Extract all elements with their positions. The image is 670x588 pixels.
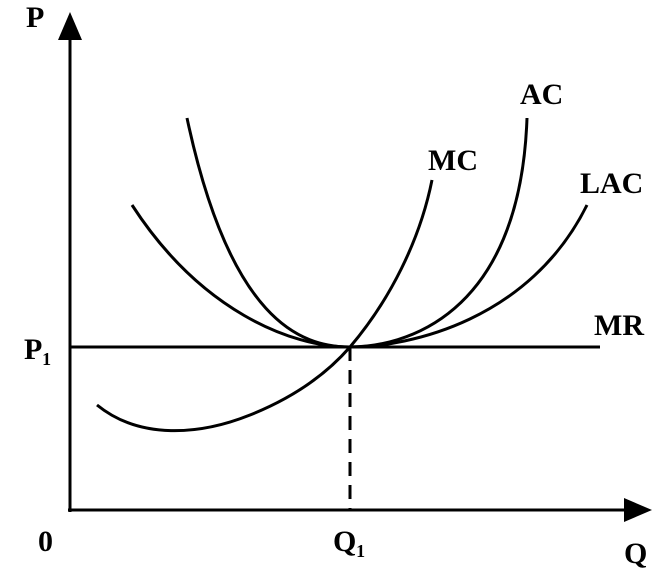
mc-label: MC <box>428 144 478 177</box>
p1-label: P₁ <box>24 333 51 366</box>
x-axis-label: Q <box>624 537 647 570</box>
q1-label: Q₁ <box>333 525 365 558</box>
y-arrow <box>58 12 82 40</box>
x-arrow <box>624 498 652 522</box>
mc-curve <box>96 179 434 433</box>
y-axis-label: P <box>26 1 44 34</box>
mr-label: MR <box>594 309 644 342</box>
ac-label: AC <box>520 78 563 111</box>
lac-label: LAC <box>580 167 643 200</box>
origin-label: 0 <box>38 525 53 558</box>
